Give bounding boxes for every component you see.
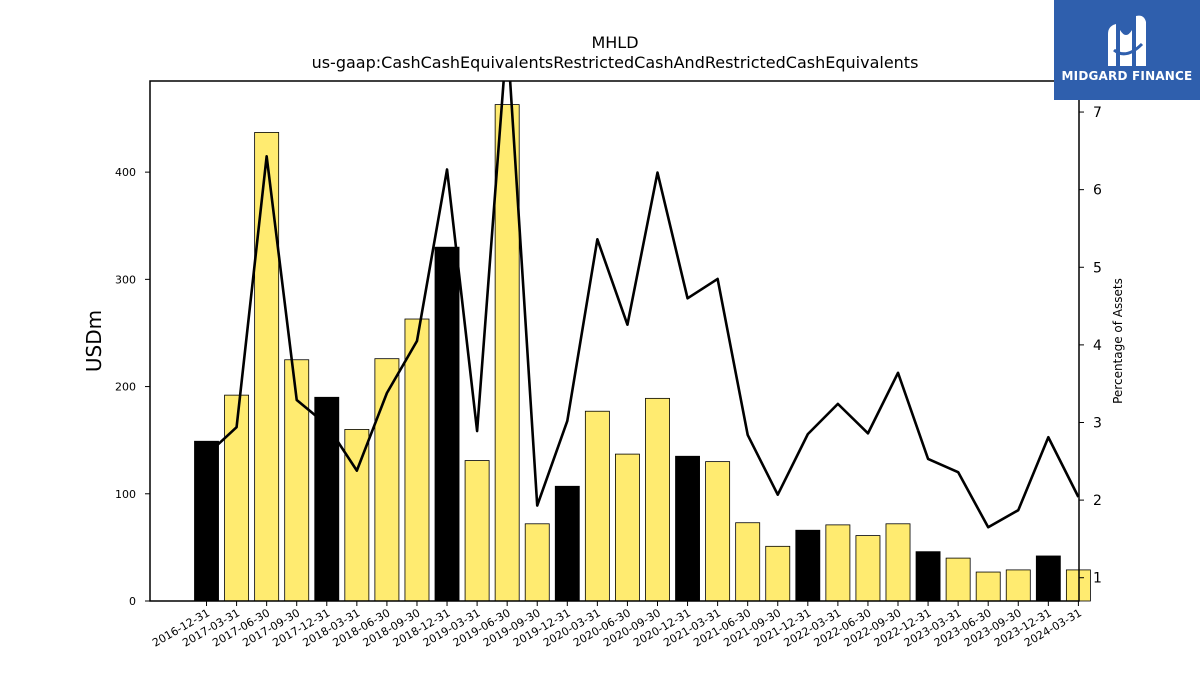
y2-tick-label: 2 <box>1093 493 1102 509</box>
bar-2023-12-31 <box>1035 555 1061 602</box>
logo-text: MIDGARD FINANCE <box>1061 69 1193 83</box>
y-tick-label: 200 <box>115 381 136 394</box>
bar-2021-06-30 <box>735 522 761 602</box>
bar-2017-03-31 <box>224 394 250 602</box>
percentage-line <box>205 81 1079 529</box>
bar-series <box>194 104 1091 602</box>
bar-2018-03-31 <box>344 429 370 602</box>
bar-2022-03-31 <box>825 524 851 602</box>
midgard-logo-icon <box>1108 15 1146 67</box>
bar-2019-12-31 <box>554 485 580 602</box>
right-axis: 1 2 3 4 5 6 7 <box>1079 105 1102 587</box>
y-axis-label: USDm <box>82 310 106 372</box>
bar-2017-06-30 <box>254 132 280 602</box>
bar-2021-12-31 <box>795 529 821 602</box>
line-series <box>205 81 1079 529</box>
y2-tick-label: 4 <box>1093 338 1102 354</box>
bar-2023-09-30 <box>1005 569 1031 602</box>
bar-2021-03-31 <box>705 461 731 602</box>
chart-subtitle: us-gaap:CashCashEquivalentsRestrictedCas… <box>312 53 919 72</box>
bar-2019-09-30 <box>524 523 550 602</box>
bar-2016-12-31 <box>194 440 219 602</box>
y2-tick-label: 7 <box>1093 105 1102 121</box>
bar-2020-06-30 <box>615 453 640 602</box>
bar-2018-09-30 <box>404 318 430 602</box>
y-tick-label: 300 <box>115 273 136 286</box>
y-tick-label: 400 <box>115 166 136 179</box>
bar-2019-03-31 <box>464 460 490 602</box>
y-tick-label: 0 <box>129 595 136 608</box>
bar-2022-06-30 <box>855 535 881 602</box>
midgard-finance-logo: MIDGARD FINANCE <box>1054 0 1200 100</box>
y2-tick-label: 5 <box>1093 260 1102 276</box>
bar-2018-12-31 <box>434 246 460 602</box>
bar-2020-03-31 <box>584 410 610 602</box>
bar-2019-06-30 <box>494 104 520 602</box>
bar-2022-09-30 <box>885 523 911 602</box>
chart-title: MHLD <box>591 33 638 52</box>
bar-2017-12-31 <box>314 396 340 602</box>
y2-tick-label: 1 <box>1093 571 1102 587</box>
plot-frame <box>149 80 1080 602</box>
bar-2023-06-30 <box>975 571 1001 602</box>
bar-2022-12-31 <box>915 551 941 602</box>
x-axis: 2016-12-312017-03-312017-06-302017-09-30… <box>150 601 1084 650</box>
bar-2021-09-30 <box>765 545 791 602</box>
bar-2023-03-31 <box>945 557 971 602</box>
left-axis: 0 100 200 300 400 <box>115 166 150 608</box>
bar-2020-12-31 <box>675 455 700 602</box>
y-tick-label: 100 <box>115 488 136 501</box>
y2-tick-label: 3 <box>1093 415 1102 431</box>
bar-2018-06-30 <box>374 358 400 602</box>
y2-tick-label: 6 <box>1093 183 1102 199</box>
y2-axis-label: Percentage of Assets <box>1111 278 1125 404</box>
bar-2020-09-30 <box>645 397 670 602</box>
